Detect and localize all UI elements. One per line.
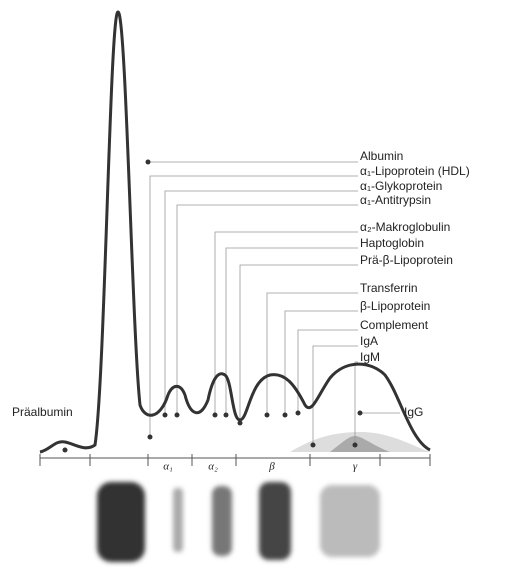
protein-label: Haptoglobin xyxy=(360,236,424,250)
protein-label: IgG xyxy=(404,405,423,419)
protein-label: IgM xyxy=(360,350,380,364)
protein-label: Transferrin xyxy=(360,281,418,295)
fraction-label: α₂ xyxy=(208,461,218,473)
fraction-axis xyxy=(39,454,431,466)
protein-label: Präalbumin xyxy=(12,405,73,419)
labels: Albumin α₁-Lipoprotein (HDL) α₁-Glykopro… xyxy=(12,149,470,472)
curve xyxy=(39,10,431,454)
protein-label: IgA xyxy=(360,334,378,348)
protein-label: Prä-β-Lipoprotein xyxy=(360,253,453,267)
protein-label: α₁-Lipoprotein (HDL) xyxy=(360,164,470,178)
protein-label: α₁-Glykoprotein xyxy=(360,179,442,193)
shade xyxy=(330,436,390,452)
fraction-label: β xyxy=(268,461,275,473)
markers xyxy=(62,159,363,453)
fraction-label: γ xyxy=(353,461,358,473)
protein-label: Albumin xyxy=(360,149,403,163)
protein-label: Complement xyxy=(360,318,429,332)
protein-label: α₁-Antitrypsin xyxy=(360,193,431,207)
gel-bands xyxy=(97,482,380,562)
leader-lines xyxy=(148,161,400,445)
protein-label: β-Lipoprotein xyxy=(360,299,430,313)
fraction-label: α₁ xyxy=(163,461,173,473)
protein-label: α₂-Makroglobulin xyxy=(360,220,450,234)
